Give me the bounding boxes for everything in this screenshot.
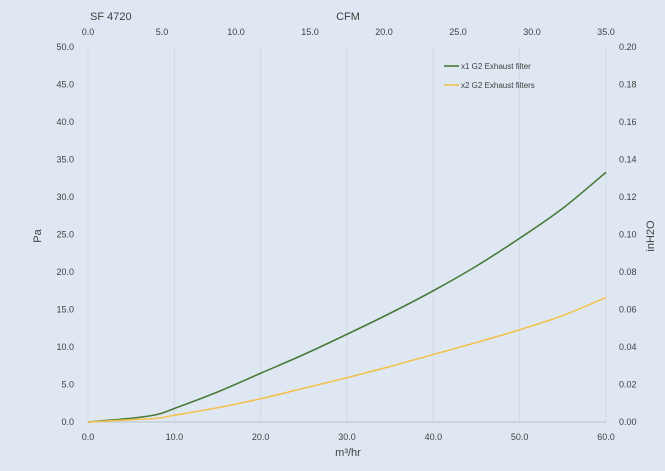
top-tick-label: 10.0 [227,27,245,37]
y-tick-label: 30.0 [56,192,74,202]
x-axis-title: m³/hr [335,447,361,459]
secondary-y-tick-label: 0.08 [619,267,637,277]
x-tick-label: 60.0 [597,432,615,442]
secondary-y-tick-label: 0.10 [619,230,637,240]
y-tick-label: 40.0 [56,117,74,127]
top-tick-label: 20.0 [375,27,393,37]
series-line-2 [87,296,607,423]
secondary-y-tick-label: 0.04 [619,342,637,352]
top-tick-label: 35.0 [597,27,615,37]
top-tick-label: 5.0 [156,27,169,37]
y-tick-label: 5.0 [61,380,74,390]
x-tick-label: 40.0 [425,432,443,442]
axis-layer: 0.0 10.0 20.0 30.0 40.0 50.0 60.0 0.0 5.0 10.0 15.… [56,27,636,442]
x-tick-label: 10.0 [166,432,184,442]
series-line-1 [87,171,607,423]
y-tick-label: 25.0 [56,230,74,240]
grid-layer [87,47,607,422]
y-tick-label: 15.0 [56,305,74,315]
x-tick-label: 30.0 [338,432,356,442]
x-tick-label: 20.0 [252,432,270,442]
series-layer [87,171,607,423]
top-tick-label: 0.0 [82,27,95,37]
secondary-y-tick-label: 0.20 [619,42,637,52]
top-tick-label: 15.0 [301,27,319,37]
y-tick-label: 50.0 [56,42,74,52]
secondary-y-tick-label: 0.16 [619,117,637,127]
y-tick-label: 45.0 [56,80,74,90]
legend-label-2: x2 G2 Exhaust filters [461,81,535,90]
y-tick-label: 10.0 [56,342,74,352]
top-axis-title: CFM [336,11,360,23]
secondary-y-tick-label: 0.14 [619,155,637,165]
y-tick-label: 0.0 [61,417,74,427]
y-tick-label: 20.0 [56,267,74,277]
legend: x1 G2 Exhaust filter x2 G2 Exhaust filter… [444,62,535,90]
top-tick-label: 25.0 [449,27,467,37]
top-tick-label: 30.0 [523,27,541,37]
secondary-y-axis-title: inH2O [645,220,657,252]
secondary-y-tick-label: 0.02 [619,380,637,390]
x-tick-label: 0.0 [82,432,95,442]
secondary-y-tick-label: 0.12 [619,192,637,202]
y-tick-label: 35.0 [56,155,74,165]
legend-label-1: x1 G2 Exhaust filter [461,62,531,71]
chart-title: SF 4720 [90,11,132,23]
y-axis-title: Pa [32,228,44,242]
secondary-y-tick-label: 0.00 [619,417,637,427]
secondary-y-tick-label: 0.18 [619,80,637,90]
x-tick-label: 50.0 [511,432,529,442]
secondary-y-tick-label: 0.06 [619,305,637,315]
